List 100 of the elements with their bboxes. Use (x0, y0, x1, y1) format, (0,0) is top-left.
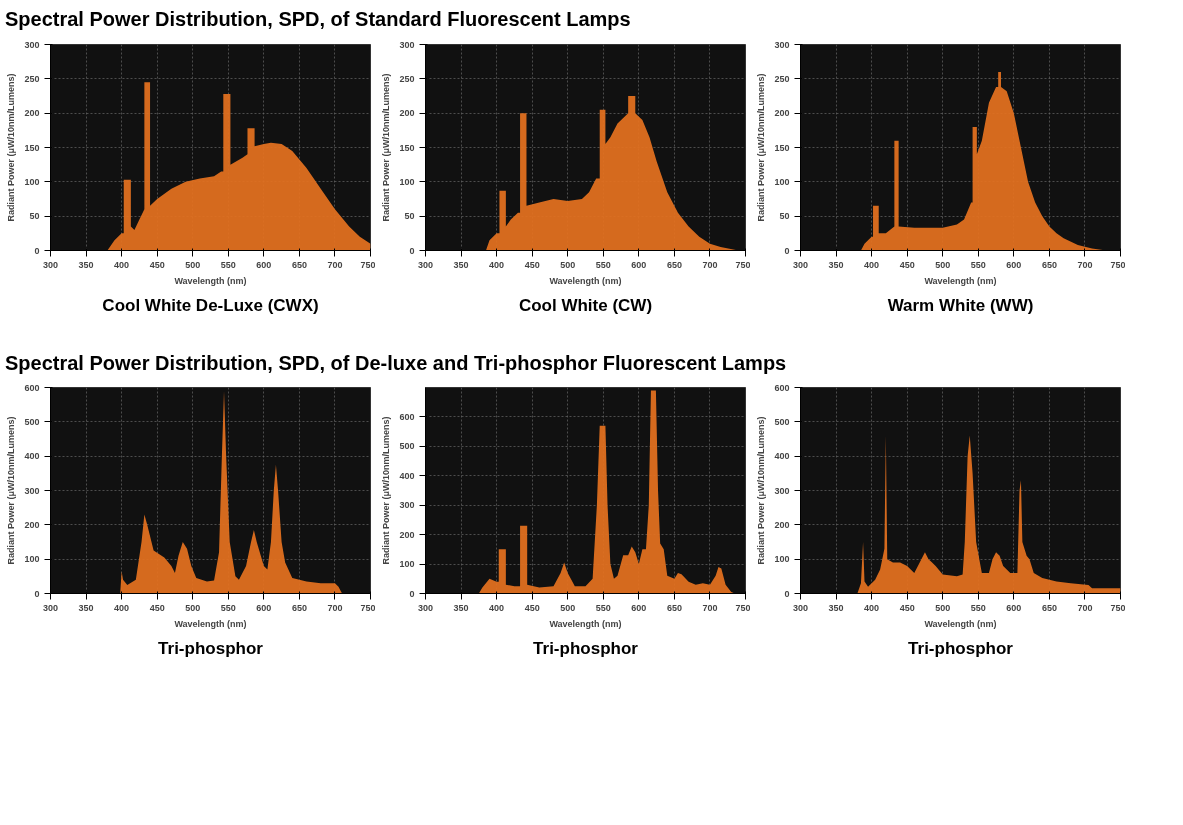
y-tick-label: 600 (399, 412, 415, 423)
x-tick-label: 550 (595, 259, 611, 270)
y-tick-label: 200 (399, 107, 415, 118)
y-tick-label: 0 (409, 245, 415, 256)
x-tick-label: 600 (631, 259, 647, 270)
y-tick-label: 400 (774, 451, 790, 462)
x-tick-label: 650 (666, 259, 682, 270)
x-tick-label: 550 (220, 602, 236, 613)
x-tick-label: 700 (327, 259, 343, 270)
y-tick-label: 150 (774, 142, 790, 153)
text: Cool White (CW) (518, 295, 653, 315)
x-tick-label: 750 (360, 602, 376, 613)
y-axis-title: Radiant Power (μW/10nm/Lumens) (6, 73, 17, 222)
x-tick-label: 300 (42, 259, 59, 270)
x-tick-label: 400 (114, 259, 130, 270)
y-tick-label: 500 (24, 416, 40, 427)
y-tick-label: 300 (774, 39, 790, 50)
text: Warm White (WW) (887, 295, 1034, 315)
x-tick-label: 400 (489, 602, 505, 613)
y-tick-label: 300 (24, 39, 40, 50)
x-axis-title: Wavelength (nm) (549, 618, 622, 629)
x-tick-label: 700 (1077, 602, 1093, 613)
y-tick-label: 100 (774, 554, 790, 565)
x-axis-title: Wavelength (nm) (924, 618, 997, 629)
y-tick-label: 100 (24, 176, 40, 187)
y-tick-label: 200 (24, 107, 40, 118)
x-tick-label: 650 (1041, 602, 1057, 613)
x-tick-label: 650 (291, 259, 307, 270)
y-tick-label: 0 (34, 588, 40, 599)
y-tick-label: 50 (779, 210, 790, 221)
x-tick-label: 600 (256, 259, 272, 270)
x-tick-label: 300 (792, 602, 809, 613)
y-tick-label: 200 (399, 529, 415, 540)
x-tick-label: 550 (970, 259, 986, 270)
x-axis-title: Wavelength (nm) (549, 275, 622, 286)
y-axis-title: Radiant Power (μW/10nm/Lumens) (6, 416, 17, 565)
x-tick-label: 700 (702, 602, 718, 613)
x-tick-label: 300 (792, 259, 809, 270)
x-tick-label: 450 (899, 259, 915, 270)
y-tick-label: 0 (409, 588, 415, 599)
x-tick-label: 700 (702, 259, 718, 270)
x-tick-label: 700 (327, 602, 343, 613)
x-axis-title: Wavelength (nm) (174, 275, 247, 286)
x-tick-label: 500 (935, 259, 951, 270)
y-tick-label: 400 (24, 451, 40, 462)
y-tick-label: 600 (24, 382, 40, 393)
x-tick-label: 350 (453, 602, 469, 613)
x-tick-label: 750 (1110, 259, 1126, 270)
y-tick-label: 0 (34, 245, 40, 256)
x-tick-label: 650 (291, 602, 307, 613)
x-tick-label: 400 (489, 259, 505, 270)
x-tick-label: 300 (417, 602, 434, 613)
text: Tri-phosphor (908, 638, 1014, 658)
x-tick-label: 500 (185, 259, 201, 270)
x-tick-label: 550 (970, 602, 986, 613)
y-tick-label: 50 (29, 210, 40, 221)
y-tick-label: 100 (24, 554, 40, 565)
y-tick-label: 100 (774, 176, 790, 187)
y-tick-label: 250 (399, 73, 415, 84)
x-tick-label: 500 (185, 602, 201, 613)
y-tick-label: 300 (399, 39, 415, 50)
y-tick-label: 300 (774, 485, 790, 496)
x-tick-label: 300 (42, 602, 59, 613)
x-tick-label: 550 (220, 259, 236, 270)
x-tick-label: 500 (560, 602, 576, 613)
y-axis-title: Radiant Power (μW/10nm/Lumens) (756, 416, 767, 565)
y-tick-label: 0 (784, 588, 790, 599)
y-tick-label: 200 (24, 519, 40, 530)
x-tick-label: 550 (595, 602, 611, 613)
x-tick-label: 450 (149, 602, 165, 613)
y-tick-label: 200 (774, 519, 790, 530)
y-tick-label: 400 (399, 470, 415, 481)
x-tick-label: 750 (1110, 602, 1126, 613)
y-axis-title: Radiant Power (μW/10nm/Lumens) (381, 73, 392, 222)
y-tick-label: 100 (399, 176, 415, 187)
y-tick-label: 0 (784, 245, 790, 256)
x-tick-label: 350 (828, 602, 844, 613)
y-tick-label: 100 (399, 559, 415, 570)
x-tick-label: 650 (1041, 259, 1057, 270)
text: Cool White De-Luxe (CWX) (102, 295, 319, 315)
y-tick-label: 150 (399, 142, 415, 153)
x-tick-label: 400 (114, 602, 130, 613)
y-tick-label: 50 (404, 210, 415, 221)
y-tick-label: 200 (774, 107, 790, 118)
x-tick-label: 450 (524, 259, 540, 270)
y-tick-label: 250 (24, 73, 40, 84)
x-tick-label: 450 (899, 602, 915, 613)
x-tick-label: 600 (1006, 602, 1022, 613)
x-tick-label: 750 (735, 259, 751, 270)
text: Tri-phosphor (158, 638, 264, 658)
y-tick-label: 500 (399, 441, 415, 452)
x-tick-label: 700 (1077, 259, 1093, 270)
x-tick-label: 450 (149, 259, 165, 270)
x-tick-label: 600 (631, 602, 647, 613)
y-tick-label: 300 (24, 485, 40, 496)
x-tick-label: 650 (666, 602, 682, 613)
x-tick-label: 750 (360, 259, 376, 270)
y-axis-title: Radiant Power (μW/10nm/Lumens) (756, 73, 767, 222)
x-tick-label: 300 (417, 259, 434, 270)
y-tick-label: 300 (399, 500, 415, 511)
